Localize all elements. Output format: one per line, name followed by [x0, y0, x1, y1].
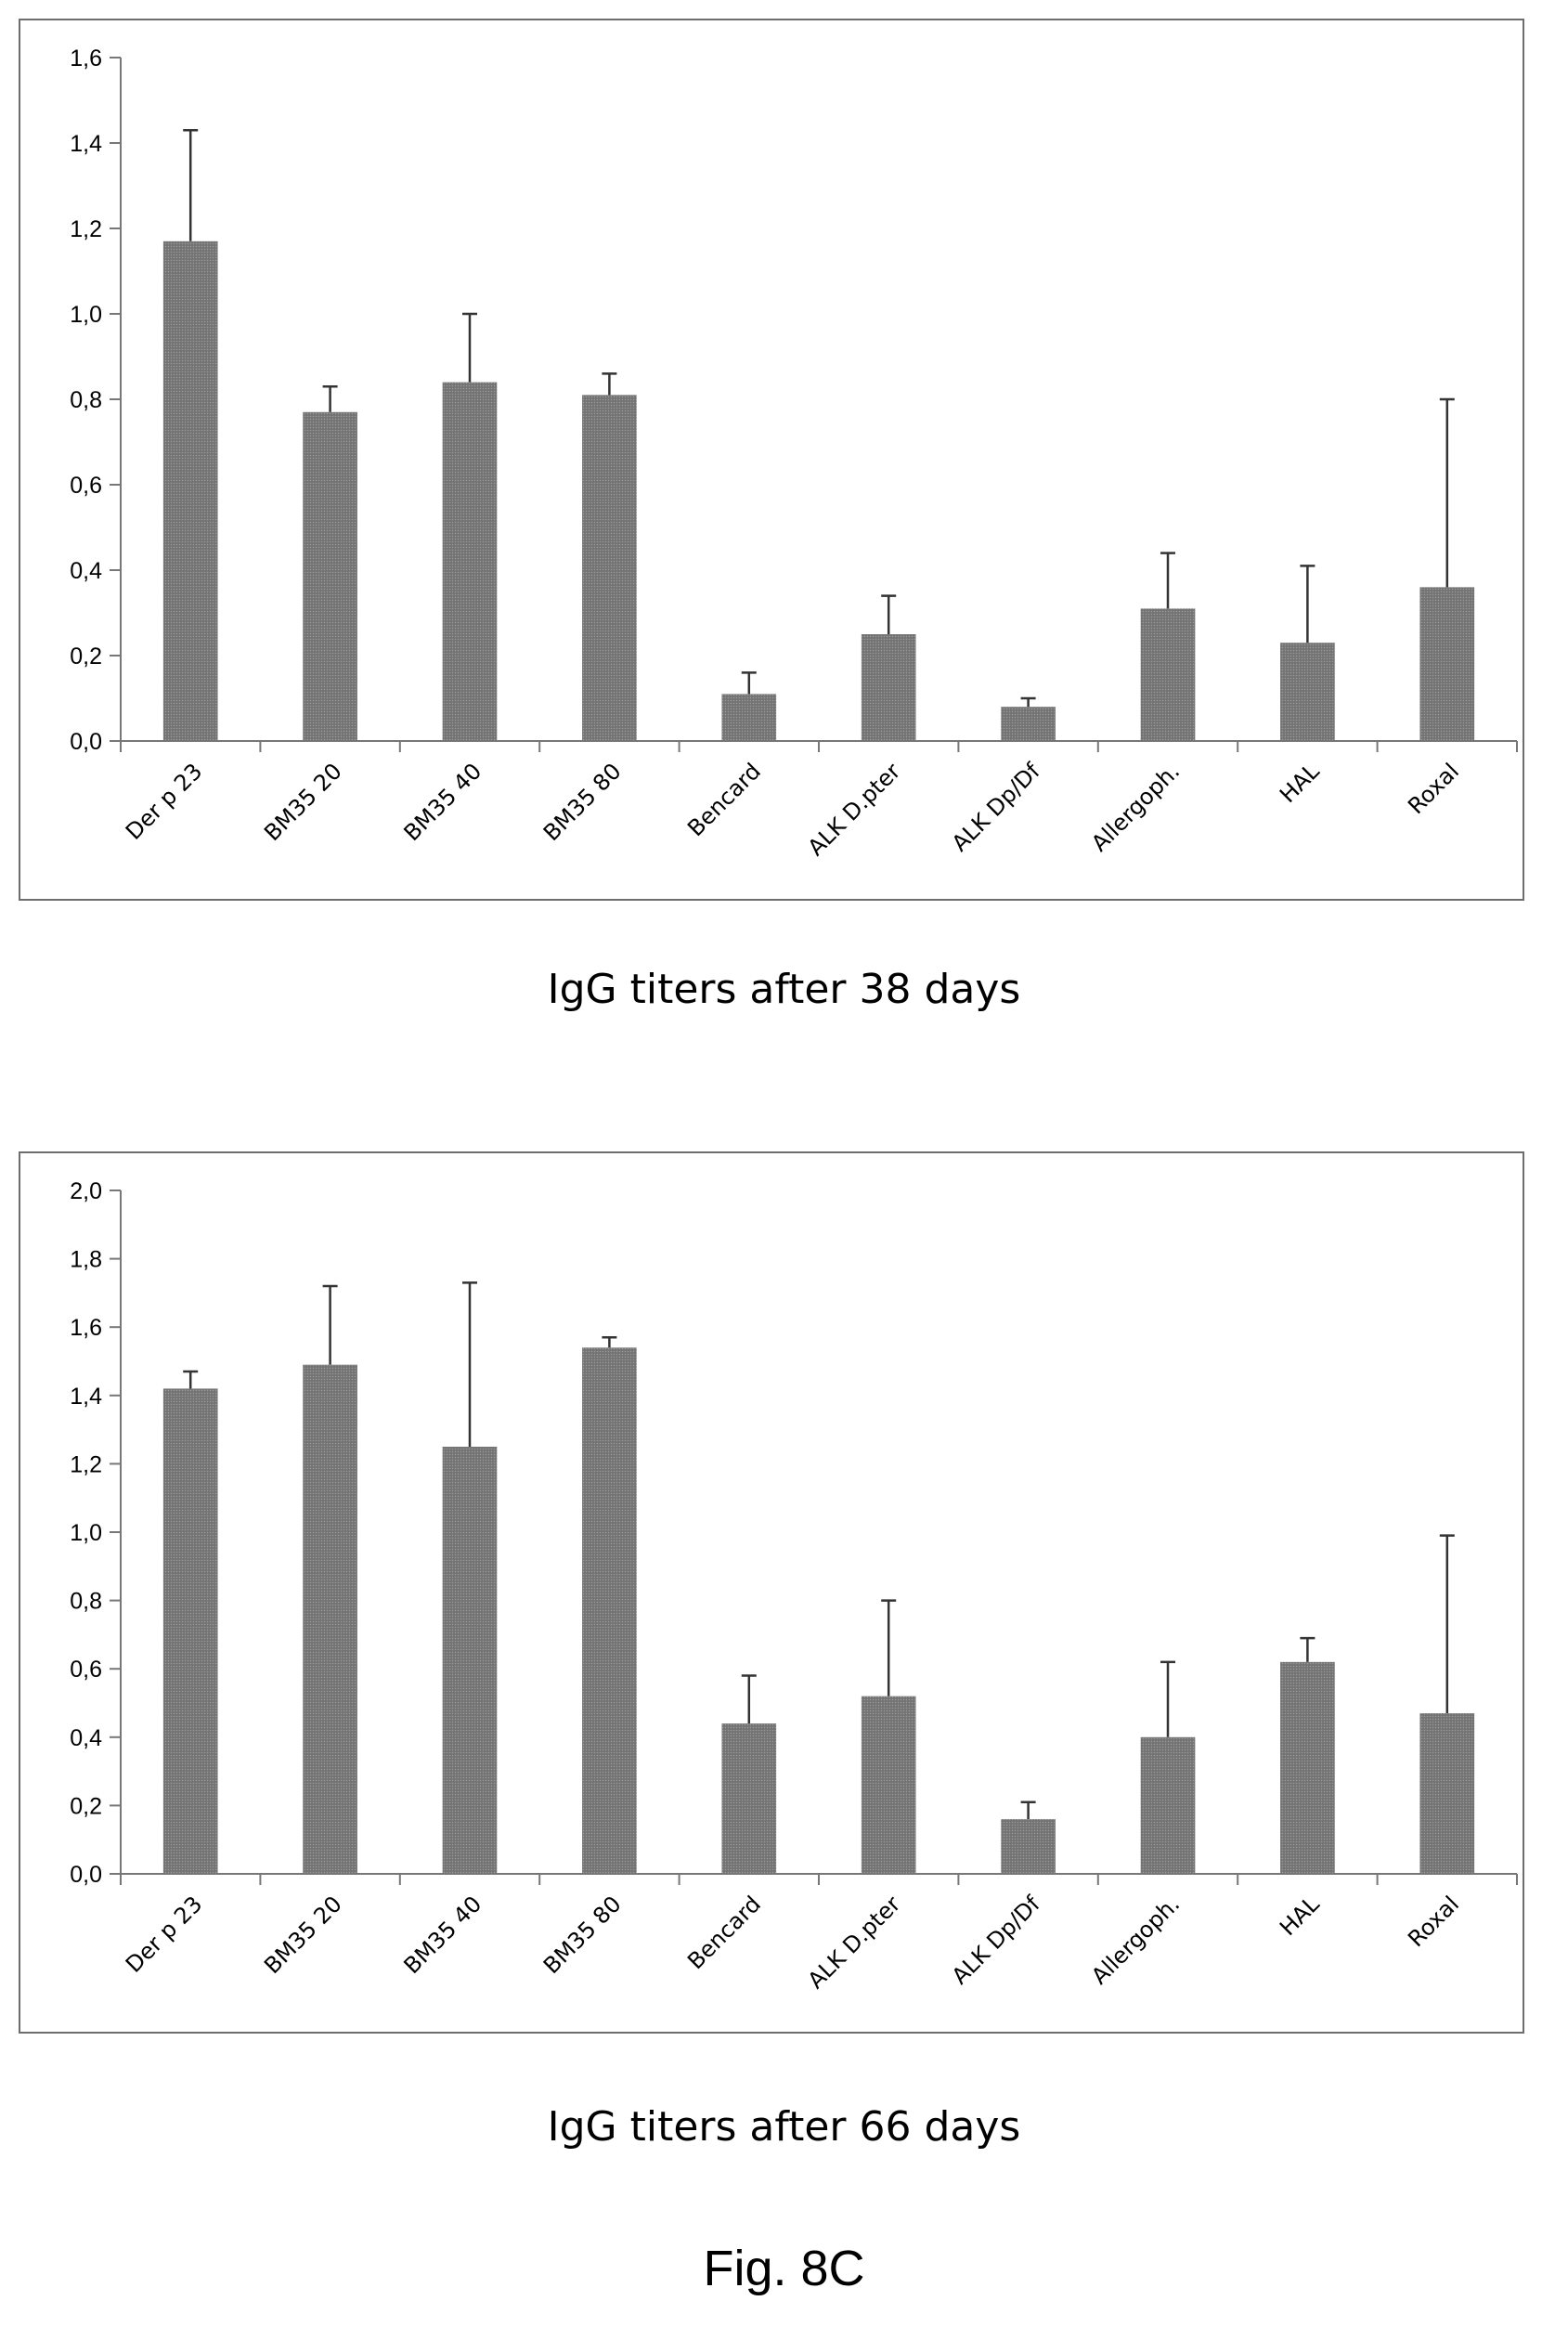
y-tick-label: 1,4 [70, 131, 102, 157]
y-tick-label: 1,2 [70, 216, 102, 242]
x-category-label: BM35 20 [259, 1891, 347, 1979]
bar [1001, 1819, 1056, 1874]
bar [303, 411, 357, 741]
y-tick-label: 1,2 [70, 1451, 102, 1477]
x-category-label: Roxal [1403, 758, 1464, 819]
y-tick-label: 0,6 [70, 1657, 102, 1683]
x-category-label: BM35 80 [538, 758, 627, 846]
x-category-label: Roxal [1403, 1891, 1464, 1952]
x-category-label: ALK Dp/Df [947, 1891, 1045, 1989]
y-tick-label: 1,4 [70, 1384, 102, 1410]
y-tick-label: 0,0 [70, 1862, 102, 1888]
bar [1419, 587, 1475, 741]
y-tick-label: 2,0 [70, 1178, 102, 1204]
x-category-label: BM35 40 [399, 758, 487, 846]
x-category-label: Der p 23 [121, 1891, 207, 1977]
x-category-label: Bencard [682, 758, 766, 841]
bar [861, 634, 916, 741]
bar [582, 395, 637, 741]
chart-panel-66-days: 0,0 0,2 0,4 0,6 0,8 1,0 1,2 1,4 1,6 1,8 2,0 Der p 2… [19, 1151, 1524, 2034]
bar [861, 1696, 916, 1874]
bar [303, 1364, 357, 1874]
y-tick-label: 0,0 [70, 729, 102, 755]
y-tick-label: 0,4 [70, 1725, 102, 1751]
bar [1280, 1661, 1335, 1874]
x-category-label: Allergoph. [1086, 758, 1185, 856]
y-tick-label: 1,0 [70, 302, 102, 328]
x-category-label: ALK D.pter [803, 1891, 906, 1994]
bar [721, 1723, 777, 1874]
bar [1001, 707, 1056, 741]
bar [1140, 608, 1196, 741]
y-tick-label: 0,4 [70, 558, 102, 584]
y-tick-label: 1,0 [70, 1520, 102, 1546]
x-category-label: BM35 20 [259, 758, 347, 846]
x-category-label: BM35 80 [538, 1891, 627, 1979]
bar [442, 1447, 498, 1874]
x-category-label: BM35 40 [399, 1891, 487, 1979]
bar [582, 1347, 637, 1874]
x-category-label: ALK D.pter [803, 758, 906, 861]
chart-caption-66-days: IgG titers after 66 days [547, 2103, 1021, 2151]
x-category-label: Allergoph. [1086, 1891, 1185, 1989]
chart-panel-38-days: 0,0 0,2 0,4 0,6 0,8 1,0 1,2 1,4 1,6 Der p 23 BM35 … [19, 19, 1524, 901]
bar [721, 694, 777, 741]
figure-label: Fig. 8C [703, 2241, 865, 2296]
y-tick-label: 0,6 [70, 473, 102, 499]
y-tick-label: 1,8 [70, 1247, 102, 1273]
bar [162, 240, 218, 741]
bar [1280, 643, 1335, 741]
bar [1419, 1713, 1475, 1874]
chart-caption-38-days: IgG titers after 38 days [547, 966, 1021, 1013]
y-tick-label: 0,8 [70, 387, 102, 413]
y-tick-label: 0,2 [70, 1793, 102, 1819]
bar [162, 1388, 218, 1874]
x-category-label: ALK Dp/Df [947, 758, 1045, 856]
y-tick-label: 0,2 [70, 644, 102, 670]
x-category-label: HAL [1275, 1891, 1325, 1941]
bar-chart-66-days: 0,0 0,2 0,4 0,6 0,8 1,0 1,2 1,4 1,6 1,8 2,0 Der p 2… [70, 1178, 1518, 1994]
x-category-label: Bencard [682, 1891, 766, 1974]
bar-chart-38-days: 0,0 0,2 0,4 0,6 0,8 1,0 1,2 1,4 1,6 Der p 23 BM35 … [70, 46, 1518, 861]
bar [442, 382, 498, 741]
x-category-label: HAL [1275, 758, 1325, 808]
x-category-label: Der p 23 [121, 758, 207, 844]
y-tick-label: 0,8 [70, 1589, 102, 1615]
y-tick-label: 1,6 [70, 1315, 102, 1341]
bar [1140, 1736, 1196, 1874]
y-tick-label: 1,6 [70, 46, 102, 72]
